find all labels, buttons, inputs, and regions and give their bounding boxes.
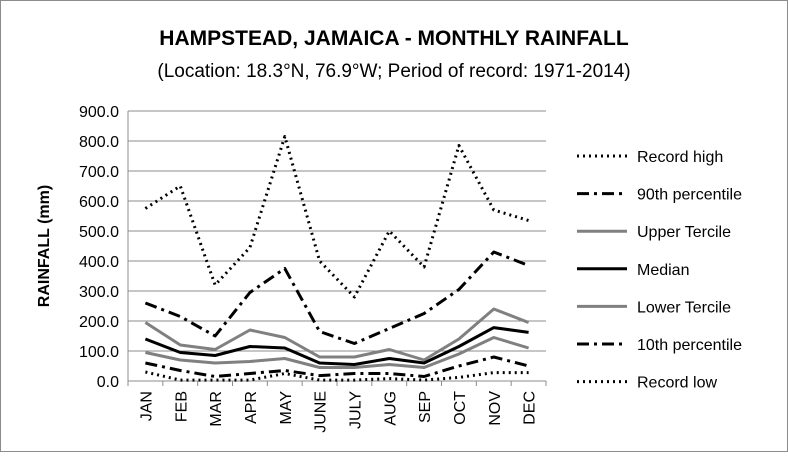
y-tick-label: 200.0 [79, 314, 119, 331]
legend: Record high 90th percentile Upper Tercile M… [577, 149, 742, 392]
x-tick-label: NOV [487, 391, 504, 426]
gridlines [128, 110, 546, 382]
x-tick-label: DEC [522, 391, 539, 425]
y-axis-label: RAINFALL (mm) [36, 185, 53, 307]
x-tick-label: AUG [382, 391, 399, 426]
series-line-10th-percentile [145, 355, 529, 378]
series-line-record-low [145, 370, 529, 382]
x-tick-label: JAN [138, 391, 155, 421]
chart-title: HAMPSTEAD, JAMAICA - MONTHLY RAINFALL [159, 27, 629, 50]
x-tick-label: APR [243, 391, 260, 424]
y-tick-label: 0.0 [97, 374, 119, 391]
series-line-record-high [144, 135, 530, 299]
y-tick-label: 700.0 [79, 164, 119, 181]
y-tick-label: 600.0 [79, 194, 119, 211]
y-tick-label: 300.0 [79, 284, 119, 301]
legend-label: Record high [637, 149, 723, 166]
y-tick-label: 900.0 [79, 104, 119, 121]
axes: 0.0 100.0 200.0 300.0 400.0 500.0 600.0 700.0 80… [79, 104, 547, 433]
legend-label: 10th percentile [637, 337, 742, 354]
x-tick-label: SEP [417, 391, 434, 423]
legend-label: Record low [637, 375, 717, 392]
x-tick-label: JULY [347, 391, 364, 429]
legend-label: Upper Tercile [637, 224, 731, 241]
legend-label: Median [637, 262, 689, 279]
legend-label: Lower Tercile [637, 299, 731, 316]
series-lines [144, 135, 530, 382]
y-tick-label: 500.0 [79, 224, 119, 241]
x-tick-label: MAR [208, 391, 225, 427]
series-line-upper-tercile [144, 307, 530, 362]
chart-subtitle: (Location: 18.3°N, 76.9°W; Period of rec… [157, 61, 630, 82]
series-line-90th-percentile [144, 250, 530, 345]
x-tick-label: MAY [278, 391, 295, 425]
x-tick-label: JUNE [313, 391, 330, 433]
x-tick-label: OCT [452, 391, 469, 425]
series-line-lower-tercile [145, 336, 530, 369]
y-tick-label: 400.0 [79, 254, 119, 271]
x-tick-label: FEB [173, 391, 190, 422]
y-tick-label: 800.0 [79, 134, 119, 151]
legend-label: 90th percentile [637, 187, 742, 204]
y-tick-label: 100.0 [79, 344, 119, 361]
series-line-median [144, 326, 529, 366]
